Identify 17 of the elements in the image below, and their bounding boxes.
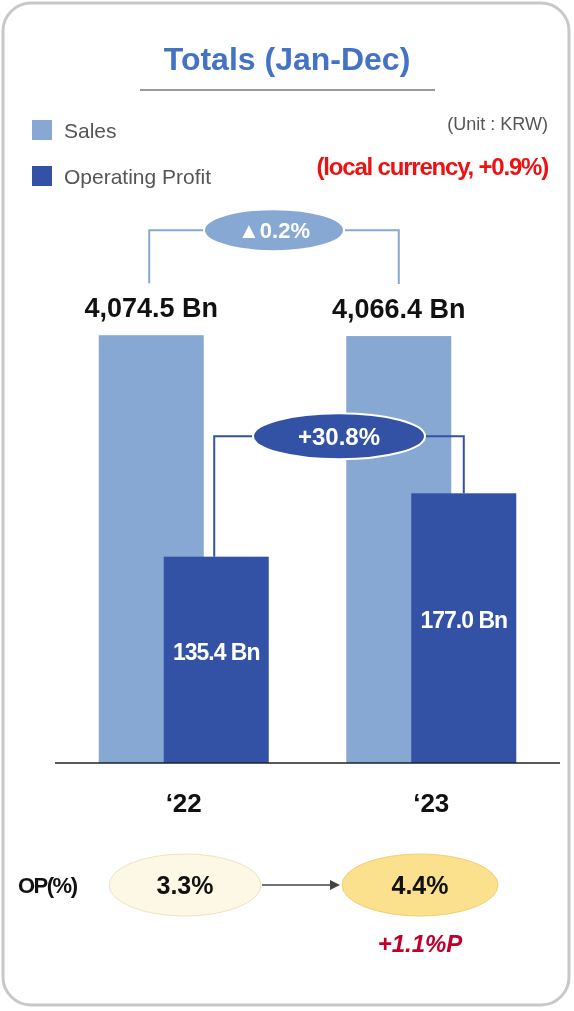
text: (Unit : KRW) xyxy=(447,114,548,134)
data-label: 177.0 Bn xyxy=(420,607,508,634)
data-label: 4,066.4 Bn xyxy=(331,294,466,325)
text: ▲0.2% xyxy=(238,218,310,244)
text: 3.3% xyxy=(156,871,214,899)
legend-label: Operating Profit xyxy=(64,165,212,188)
text: OP(%) xyxy=(18,873,78,898)
legend-label: Sales xyxy=(64,119,117,142)
chart-title: Totals (Jan-Dec) xyxy=(163,41,411,77)
x-tick-label: ‘23 xyxy=(413,788,450,818)
data-label: 135.4 Bn xyxy=(172,638,260,665)
data-label: 4,074.5 Bn xyxy=(84,293,219,324)
text: +1.1%P xyxy=(377,930,464,957)
text: 4.4% xyxy=(391,871,449,899)
annotation: +30.8% xyxy=(297,423,381,451)
x-tick-label: ‘22 xyxy=(165,788,202,818)
text: (local currency, +0.9%) xyxy=(316,153,549,180)
